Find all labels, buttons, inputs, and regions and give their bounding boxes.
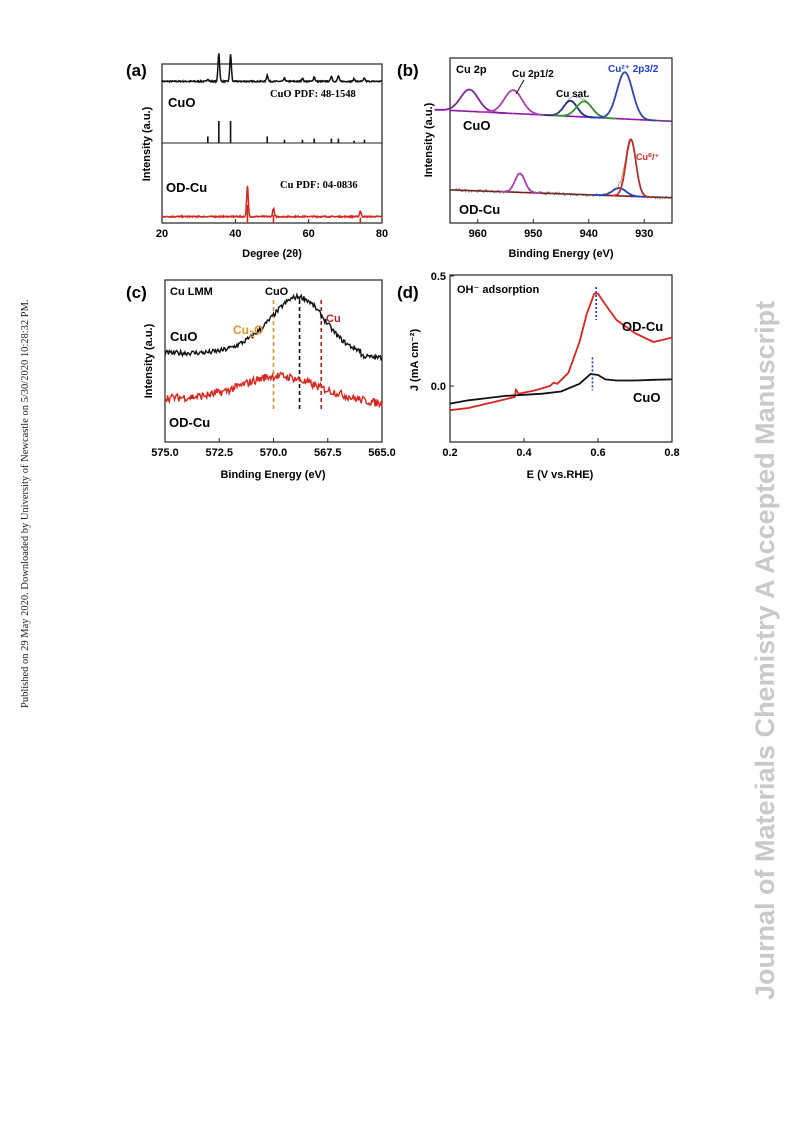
annotation-culmm: Cu LMM <box>170 286 213 298</box>
x-tick-label: 80 <box>376 228 388 240</box>
x-axis-ticks: 0.2 0.4 0.6 0.8 <box>442 438 680 459</box>
y-axis-ticks: 0.0 0.5 <box>431 271 454 393</box>
series-label-cuo: CuO <box>633 390 660 405</box>
x-tick-label: 575.0 <box>151 447 179 459</box>
reference-sticks-cuo <box>207 121 366 143</box>
x-axis-ticks: 20 40 60 80 <box>156 219 388 240</box>
x-tick-label: 0.2 <box>442 447 457 459</box>
x-tick-label: 565.0 <box>368 447 396 459</box>
series-label-cuo: CuO <box>170 329 197 344</box>
series-label-cuo: CuO <box>168 95 195 110</box>
raw-spectrum <box>449 138 672 200</box>
xps-cu2p-spectra <box>434 71 672 200</box>
fit-component <box>478 89 549 117</box>
raw-spectrum <box>449 71 672 123</box>
x-tick-label: 960 <box>469 228 487 240</box>
y-axis-label: J (mA cm⁻²) <box>409 329 421 392</box>
panel-label: (a) <box>126 61 147 80</box>
series-line-odcu <box>164 371 383 409</box>
y-tick-label: 0.5 <box>431 271 446 283</box>
ref-label-cu2o: Cu2O <box>233 323 263 339</box>
pdf-label-cuo: CuO PDF: 48-1548 <box>270 89 356 100</box>
series-line-cuo <box>164 292 383 361</box>
annotation-cu0: Cu⁰/⁺ <box>636 152 659 162</box>
fit-component <box>544 99 598 119</box>
series-label-cuo: CuO <box>463 118 490 133</box>
current-curve <box>449 373 673 405</box>
fit-component <box>594 71 656 122</box>
x-axis-label: E (V vs.RHE) <box>527 469 594 481</box>
current-curves <box>449 292 673 412</box>
x-axis-label: Degree (2θ) <box>242 248 302 260</box>
panel-label: (c) <box>126 283 147 302</box>
ref-label-cuo: CuO <box>265 286 289 298</box>
x-tick-label: 930 <box>635 228 653 240</box>
panel-label: (d) <box>397 283 419 302</box>
series-line-odcu <box>161 185 382 220</box>
current-curve <box>449 292 673 412</box>
journal-watermark: Journal of Materials Chemistry A Accepte… <box>750 300 780 1000</box>
annotation-arrow <box>515 79 525 95</box>
series-label-odcu: OD-Cu <box>166 180 207 195</box>
x-tick-label: 567.5 <box>314 447 342 459</box>
x-axis-ticks: 575.0 572.5 570.0 567.5 565.0 <box>151 438 396 459</box>
x-tick-label: 570.0 <box>260 447 288 459</box>
annotation-cu2p12: Cu 2p1/2 <box>512 69 554 80</box>
panel-b: (b) Cu 2p Cu 2p1/2 Cu sat. Cu²⁺ 2p3/2 Cu… <box>397 57 673 260</box>
x-tick-label: 572.5 <box>205 447 233 459</box>
plot-frame <box>449 57 673 224</box>
annotation-cusat: Cu sat. <box>556 89 590 100</box>
series-label-odcu: OD-Cu <box>169 415 210 430</box>
plot-frame <box>449 274 673 443</box>
panel-label: (b) <box>397 61 419 80</box>
x-axis-ticks: 960 950 940 930 <box>469 219 653 240</box>
panel-c: (c) Cu LMM CuO OD-Cu Cu2O CuO Cu 575.0 57… <box>126 279 396 481</box>
series-line-cuo <box>161 53 383 84</box>
published-note: Published on 29 May 2020. Downloaded by … <box>20 299 31 708</box>
panel-a: (a) CuO OD-Cu CuO PDF: 48-1548 Cu PDF: 0… <box>126 53 388 260</box>
series-label-odcu: OD-Cu <box>459 202 500 217</box>
x-tick-label: 950 <box>524 228 542 240</box>
x-axis-label: Binding Energy (eV) <box>508 248 613 260</box>
ref-label-cu: Cu <box>326 313 341 325</box>
reference-sticks-cu <box>246 205 362 223</box>
y-axis-label: Intensity (a.u.) <box>423 102 435 177</box>
chart-title: OH⁻ adsorption <box>457 284 539 296</box>
fit-component <box>593 187 646 198</box>
series-label-odcu: OD-Cu <box>622 319 663 334</box>
x-tick-label: 0.8 <box>664 447 679 459</box>
fit-component <box>553 100 616 120</box>
x-tick-label: 40 <box>229 228 241 240</box>
x-axis-label: Binding Energy (eV) <box>220 469 325 481</box>
reference-lines <box>272 300 323 412</box>
y-tick-label: 0.0 <box>431 381 446 393</box>
annotation-cu2p: Cu 2p <box>456 64 487 76</box>
x-tick-label: 0.4 <box>516 447 532 459</box>
panel-d: (d) OH⁻ adsorption OD-Cu CuO 0.2 0.4 0.6 0.… <box>397 271 680 481</box>
peak-markers <box>591 287 597 391</box>
x-tick-label: 60 <box>303 228 315 240</box>
pdf-label-cu: Cu PDF: 04-0836 <box>280 180 358 191</box>
x-tick-label: 20 <box>156 228 168 240</box>
y-axis-label: Intensity (a.u.) <box>143 323 155 398</box>
y-axis-label: Intensity (a.u.) <box>141 106 153 181</box>
x-tick-label: 0.6 <box>590 447 605 459</box>
x-tick-label: 940 <box>580 228 598 240</box>
annotation-cu2p32: Cu²⁺ 2p3/2 <box>608 64 659 75</box>
